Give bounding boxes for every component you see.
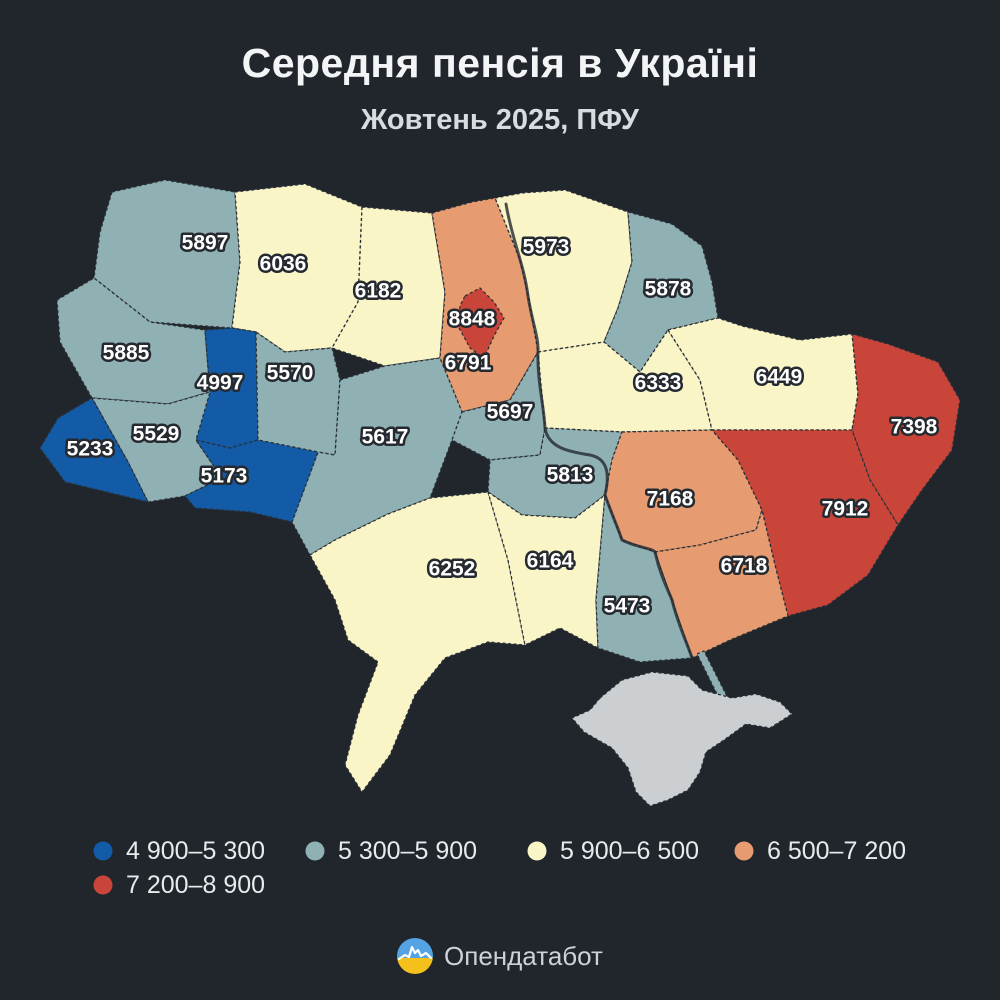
region-label-chernivtsi: 5173: [201, 465, 248, 488]
region-label-kyiv-city: 8848: [449, 308, 496, 331]
region-sumy: [603, 211, 719, 373]
region-label-poltava: 6333: [635, 372, 682, 395]
region-poltava: [537, 329, 713, 433]
logo-chart-line-icon: [397, 945, 433, 961]
poster-subtitle: Жовтень 2025, ПФУ: [361, 104, 639, 136]
legend-item-band-3: 5 900–6 500: [527, 838, 699, 864]
region-label-luhansk: 7398: [891, 416, 938, 439]
legend-dot-blue: [93, 841, 113, 861]
region-label-ivano-frankivsk: 5529: [133, 423, 180, 446]
region-label-kharkiv: 6449: [756, 366, 803, 389]
region-label-dnipropetrovsk: 7168: [647, 488, 694, 511]
region-zakarpattia: [39, 397, 149, 503]
legend-item-band-5: 7 200–8 900: [93, 872, 265, 898]
legend-item-band-4: 6 500–7 200: [734, 838, 906, 864]
opendatabot-logo: [397, 938, 434, 974]
poster-title: Середня пенсія в Україні: [241, 40, 759, 86]
legend-label: 4 900–5 300: [126, 836, 266, 865]
dnipro-river: [504, 202, 694, 660]
region-label-zakarpattia: 5233: [67, 438, 114, 461]
region-label-donetsk: 7912: [822, 498, 869, 521]
region-label-mykolaiv: 6164: [527, 550, 574, 573]
region-label-sumy: 5878: [645, 278, 692, 301]
legend-label: 5 300–5 900: [338, 836, 478, 865]
legend-label: 7 200–8 900: [126, 870, 266, 899]
map-value-labels: 5897 6036 6182 5973 5878 6791 8848 5885 …: [64, 229, 940, 620]
region-volyn: [93, 179, 241, 329]
region-label-cherkasy: 5697: [487, 401, 534, 424]
legend-item-band-2: 5 300–5 900: [305, 838, 477, 864]
legend-dot-salmon: [734, 841, 754, 861]
region-label-volyn: 5897: [182, 232, 229, 255]
region-label-ternopil: 4997: [197, 372, 244, 395]
legend-dot-yellow: [527, 841, 547, 861]
region-kirovohrad: [487, 427, 623, 519]
region-kharkiv: [667, 317, 859, 431]
footer: Опендатабот: [0, 938, 1000, 974]
region-label-khmelnytskyi: 5570: [267, 362, 314, 385]
region-crimea-no-data: [571, 671, 793, 807]
region-label-vinnytsia: 5617: [362, 426, 409, 449]
legend-dot-red: [93, 875, 113, 895]
region-label-rivne: 6036: [260, 253, 307, 276]
legend-item-band-1: 4 900–5 300: [93, 838, 265, 864]
region-label-odesa: 6252: [429, 558, 476, 581]
region-label-chernihiv: 5973: [523, 236, 570, 259]
region-label-zhytomyr: 6182: [355, 280, 402, 303]
brand-name: Опендатабот: [444, 941, 603, 971]
region-odesa: [309, 491, 526, 793]
legend-label: 6 500–7 200: [767, 836, 907, 865]
region-luhansk: [851, 333, 961, 526]
region-label-zaporizhzhia: 6718: [721, 555, 768, 578]
region-label-kirovohrad: 5813: [547, 464, 594, 487]
region-kyiv-city: [457, 287, 505, 359]
region-label-lviv: 5885: [103, 342, 150, 365]
map-regions: [39, 179, 961, 807]
legend-label: 5 900–6 500: [560, 836, 700, 865]
region-chernivtsi: [184, 439, 319, 523]
region-label-kherson: 5473: [604, 595, 651, 618]
region-label-kyiv-oblast: 6791: [445, 352, 492, 375]
legend-dot-teal: [305, 841, 325, 861]
region-donetsk: [711, 429, 899, 617]
